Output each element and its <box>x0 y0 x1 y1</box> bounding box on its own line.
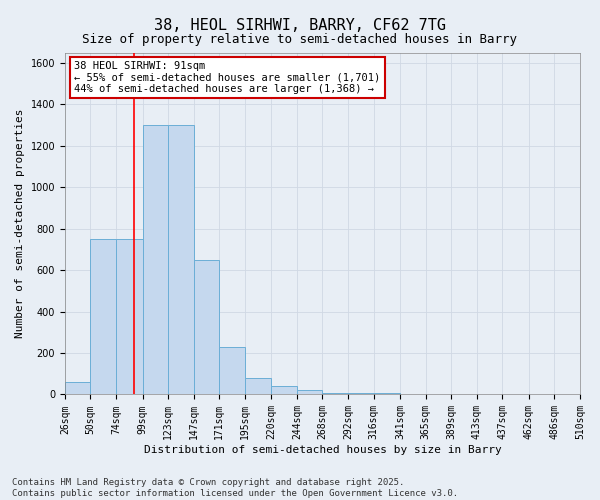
Y-axis label: Number of semi-detached properties: Number of semi-detached properties <box>15 108 25 338</box>
Bar <box>271 386 297 394</box>
Text: Size of property relative to semi-detached houses in Barry: Size of property relative to semi-detach… <box>83 32 517 46</box>
Bar <box>91 239 116 394</box>
Bar <box>65 382 91 394</box>
Bar <box>143 125 168 394</box>
Bar <box>245 378 271 394</box>
Bar <box>297 390 322 394</box>
Text: 38 HEOL SIRHWI: 91sqm
← 55% of semi-detached houses are smaller (1,701)
44% of s: 38 HEOL SIRHWI: 91sqm ← 55% of semi-deta… <box>74 61 381 94</box>
Text: 38, HEOL SIRHWI, BARRY, CF62 7TG: 38, HEOL SIRHWI, BARRY, CF62 7TG <box>154 18 446 32</box>
Bar <box>194 260 219 394</box>
X-axis label: Distribution of semi-detached houses by size in Barry: Distribution of semi-detached houses by … <box>143 445 502 455</box>
Text: Contains HM Land Registry data © Crown copyright and database right 2025.
Contai: Contains HM Land Registry data © Crown c… <box>12 478 458 498</box>
Bar <box>219 347 245 395</box>
Bar <box>168 125 194 394</box>
Bar <box>116 239 143 394</box>
